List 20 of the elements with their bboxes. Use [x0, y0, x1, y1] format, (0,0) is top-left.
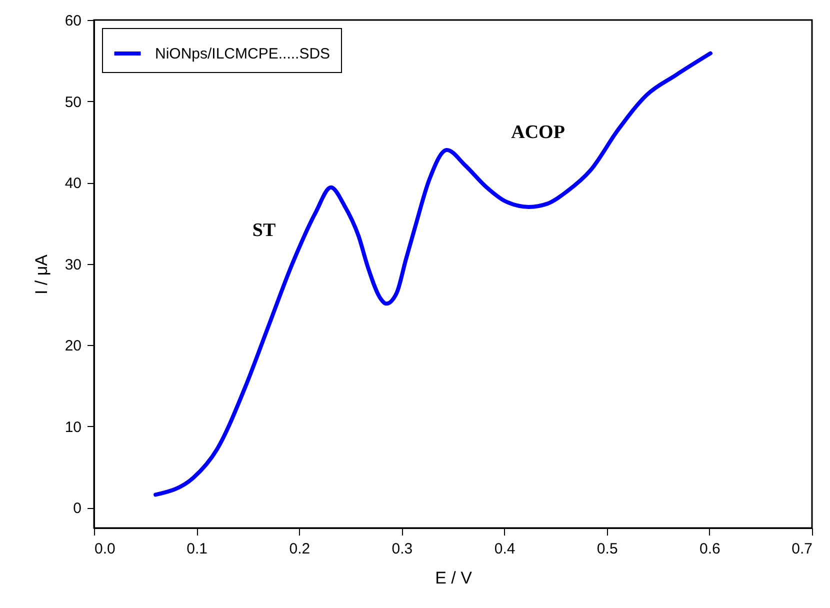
y-tick-label: 30 — [64, 256, 82, 274]
x-tick-label: 0.4 — [494, 540, 516, 558]
annotation: ACOP — [511, 122, 566, 143]
y-tick-label: 50 — [64, 94, 82, 111]
y-tick-label: 0 — [73, 500, 82, 518]
x-tick-label: 0.6 — [700, 540, 720, 558]
y-axis-title: I / μA — [32, 254, 51, 295]
legend-label: NiONps/ILCMCPE.....SDS — [155, 46, 330, 62]
y-tick-label: 60 — [64, 12, 82, 30]
y-tick-label: 10 — [64, 418, 82, 436]
x-tick-label: 0.7 — [792, 540, 812, 558]
y-tick-label: 20 — [64, 338, 82, 355]
x-axis-title: E / V — [435, 568, 473, 588]
x-tick-label: 0.5 — [596, 540, 618, 558]
x-tick-label: 0.1 — [186, 540, 208, 558]
x-tick-label: 0.3 — [392, 540, 413, 558]
y-tick-label: 40 — [64, 175, 82, 192]
annotation: ST — [252, 220, 276, 241]
x-tick-label: 0.0 — [94, 540, 116, 558]
x-tick-label: 0.2 — [289, 540, 310, 558]
